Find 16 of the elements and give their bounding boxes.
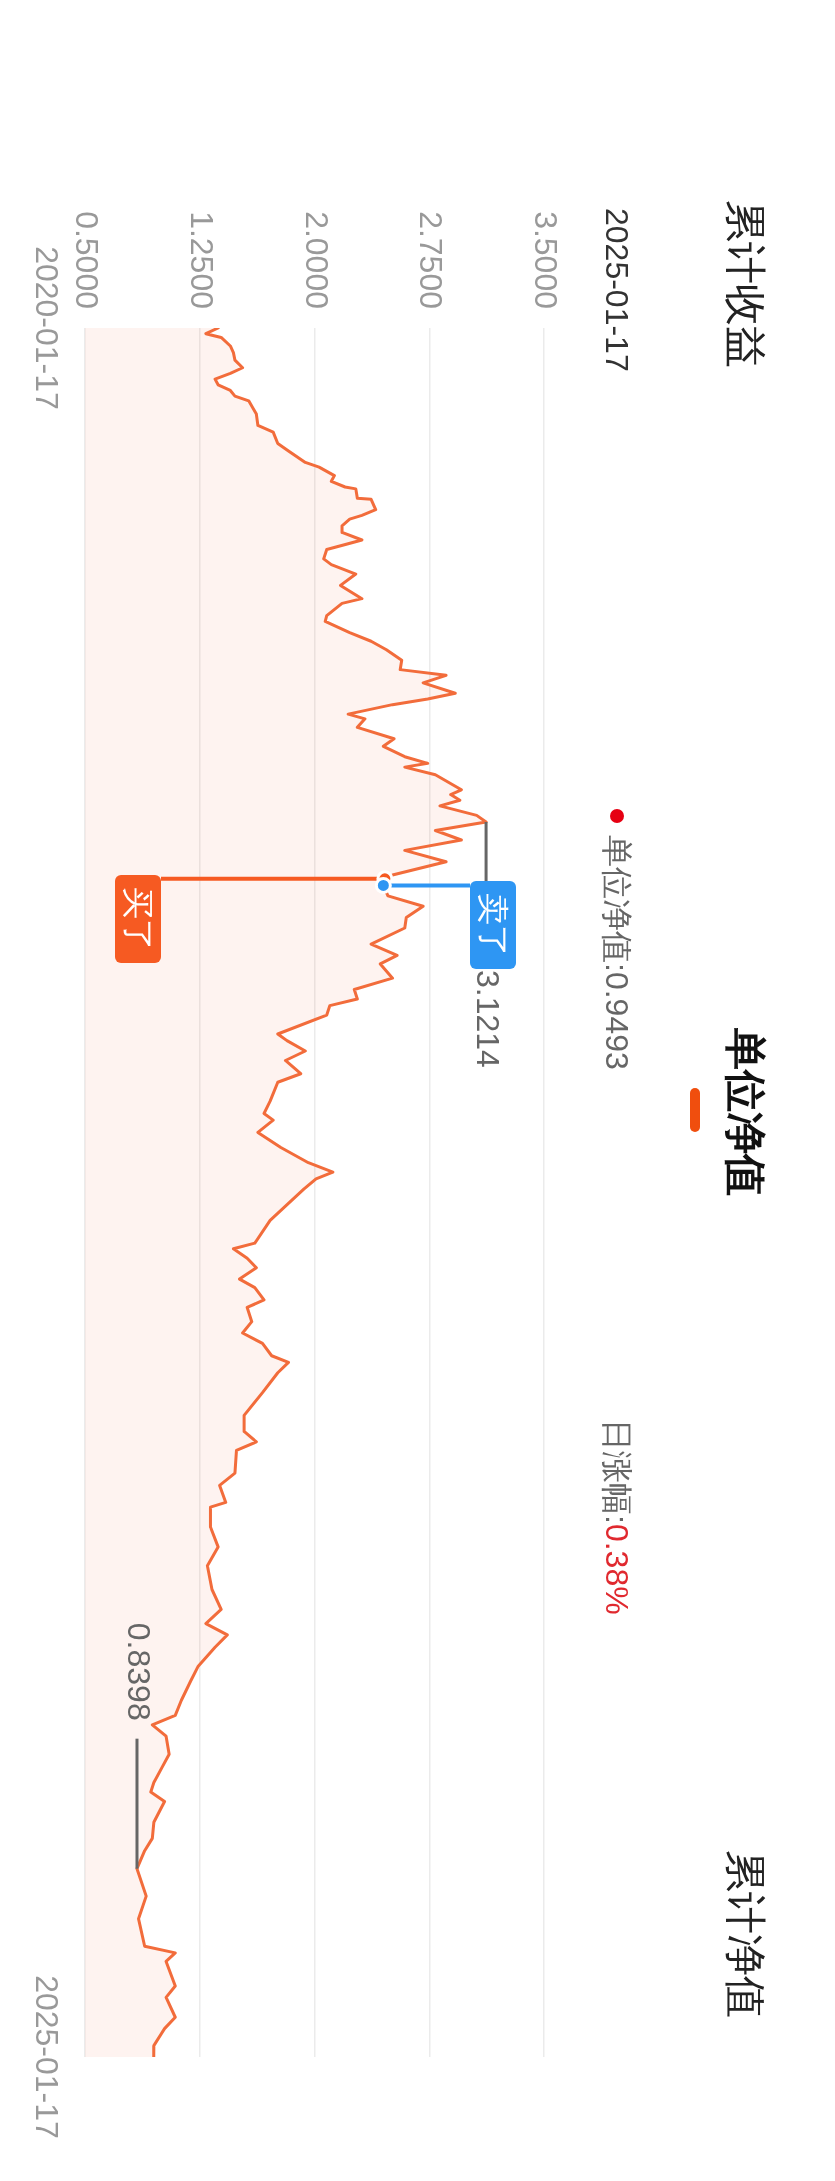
text: 累计净值 xyxy=(721,1850,770,2018)
text: 单位净值:0.9493 xyxy=(599,835,635,1070)
annotation: 买了 xyxy=(115,874,161,963)
x-tick-label: 1.2500 xyxy=(183,211,220,309)
text: 2025-01-17 xyxy=(599,208,635,372)
annotation: 3.1214 xyxy=(470,970,507,1068)
x-tick-label: 3.5000 xyxy=(528,211,565,309)
text: 单位净值 xyxy=(721,1028,770,1196)
annotation: 0.8398 xyxy=(121,1622,158,1721)
y-tick-label: 2020-01-17 xyxy=(29,246,66,410)
annotation: 卖了 xyxy=(470,881,516,970)
x-tick-label: 0.5000 xyxy=(69,211,106,309)
text: 累计收益 xyxy=(721,200,770,368)
x-tick-label: 2.7500 xyxy=(413,211,450,309)
x-tick-label: 2.0000 xyxy=(298,211,335,309)
text: 日涨幅:0.38% xyxy=(599,1419,635,1615)
